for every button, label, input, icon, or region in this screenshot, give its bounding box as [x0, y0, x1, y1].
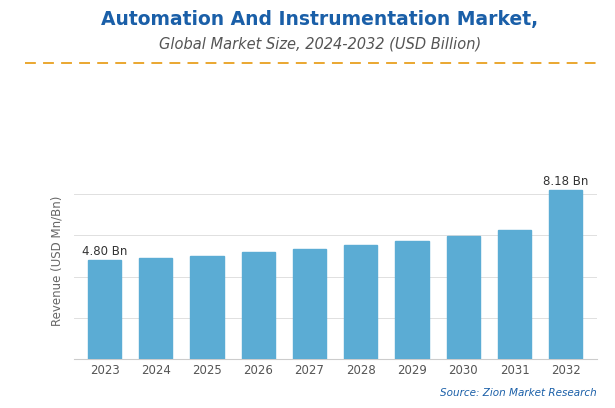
Text: Source: Zion Market Research: Source: Zion Market Research	[440, 388, 597, 398]
Bar	[139, 258, 172, 359]
Bar	[498, 230, 531, 359]
Text: CAGR : 6.10%: CAGR : 6.10%	[90, 73, 202, 88]
Text: Global Market Size, 2024-2032 (USD Billion): Global Market Size, 2024-2032 (USD Billi…	[159, 37, 481, 52]
Bar	[395, 241, 429, 359]
Bar	[191, 255, 224, 359]
Bar	[293, 249, 326, 359]
Y-axis label: Revenue (USD Mn/Bn): Revenue (USD Mn/Bn)	[50, 196, 63, 326]
Bar	[446, 236, 480, 359]
Text: 4.80 Bn: 4.80 Bn	[82, 245, 127, 257]
Bar	[88, 260, 121, 359]
Bar	[549, 191, 582, 359]
Text: 8.18 Bn: 8.18 Bn	[543, 175, 589, 188]
Text: Automation And Instrumentation Market,: Automation And Instrumentation Market,	[101, 10, 538, 29]
Bar	[242, 252, 275, 359]
Bar	[344, 245, 378, 359]
